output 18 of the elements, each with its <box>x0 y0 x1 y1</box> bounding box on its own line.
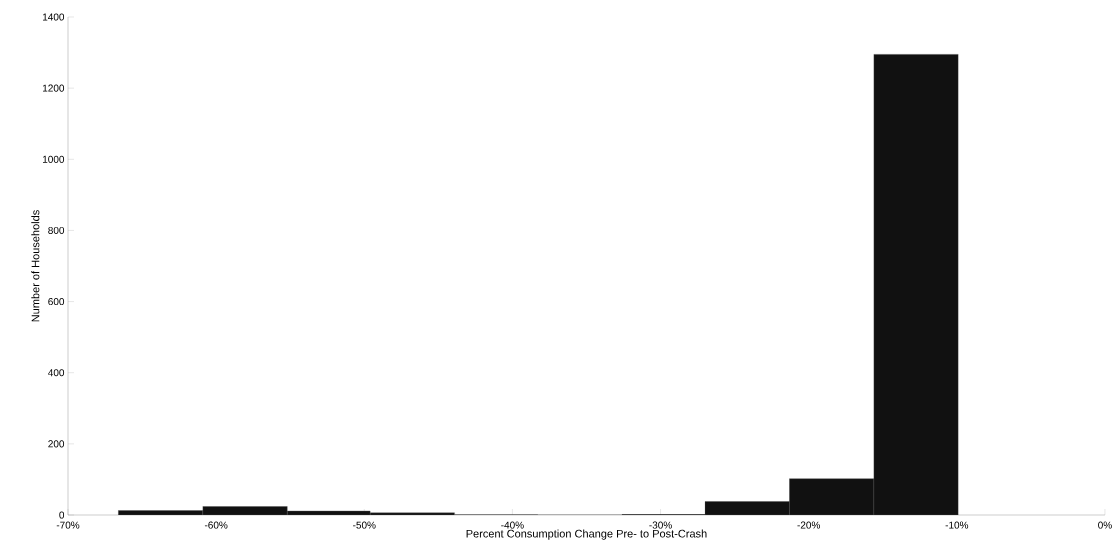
y-tick-label: 400 <box>48 369 65 377</box>
y-tick-label: 0 <box>59 511 65 519</box>
y-tick-label: 1200 <box>42 84 65 92</box>
x-axis-title: Percent Consumption Change Pre- to Post-Crash <box>466 529 707 540</box>
y-tick-label: 800 <box>48 226 65 234</box>
y-tick-label: 1400 <box>42 13 65 21</box>
x-tick-label: -60% <box>204 521 228 529</box>
x-tick-label: -40% <box>501 521 524 529</box>
x-tick-label: -20% <box>797 521 820 529</box>
x-tick-label: -30% <box>649 521 672 529</box>
x-tick-label: 0% <box>1098 521 1112 529</box>
y-axis-title: Number of Households <box>31 210 40 322</box>
y-tick-label: 200 <box>48 440 65 448</box>
y-tick-label: 600 <box>48 298 65 306</box>
x-tick-label: -50% <box>353 521 376 529</box>
y-tick-label: 1000 <box>42 155 65 163</box>
x-tick-label: -10% <box>945 521 969 529</box>
x-tick-label: -70% <box>56 521 80 529</box>
